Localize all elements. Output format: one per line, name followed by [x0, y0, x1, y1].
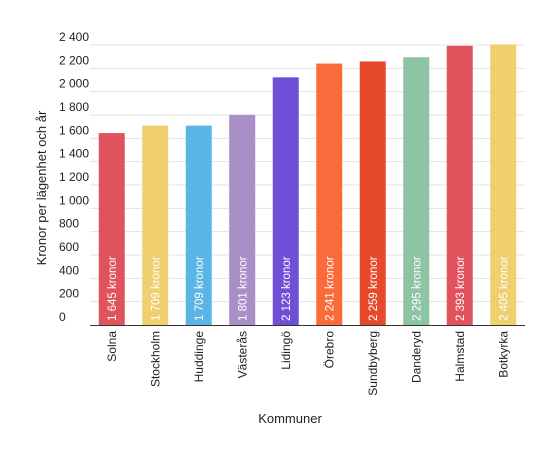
x-tick-label: Sundbyberg: [366, 331, 380, 396]
y-tick-label: 800: [59, 217, 79, 231]
x-axis-title: Kommuner: [258, 411, 322, 426]
y-tick-label: 1 400: [59, 147, 89, 161]
x-tick-label: Halmstad: [453, 331, 467, 382]
x-tick-label: Lidingö: [279, 331, 293, 370]
bar-botkyrka: [490, 44, 517, 326]
bar-sundbyberg: [359, 61, 386, 325]
x-tick-label: Solna: [105, 331, 119, 362]
y-tick-label: 1 800: [59, 100, 89, 114]
y-tick-label: 1 200: [59, 170, 89, 184]
data-label: 1 709 kronor: [150, 256, 162, 321]
y-tick-label: 2 000: [59, 77, 89, 91]
bar-stockholm: [142, 125, 169, 325]
bar-lidingö: [272, 77, 299, 325]
data-labels: 1 645 kronor 1 709 kronor 1 709 kronor 1 80…: [107, 256, 511, 321]
bar-örebro: [316, 63, 343, 326]
x-tick-label: Örebro: [322, 331, 336, 369]
y-tick-label: 2 200: [59, 53, 89, 67]
data-label: 2 393 kronor: [455, 256, 467, 321]
data-label: 2 123 kronor: [281, 256, 293, 321]
y-tick-label: 1 600: [59, 123, 89, 137]
data-label: 2 295 kronor: [411, 256, 423, 321]
bar-danderyd: [403, 57, 430, 325]
y-tick-label: 0: [59, 310, 66, 324]
bar-västerås: [229, 114, 256, 325]
y-tick-labels: 0 200 400 600 800 1 000 1 200 1 400 1 600 1 800 2 …: [59, 30, 89, 324]
x-tick-label: Huddinge: [192, 331, 206, 383]
y-tick-label: 200: [59, 287, 79, 301]
bar-solna: [98, 133, 125, 325]
bar-halmstad: [446, 45, 473, 326]
bar-huddinge: [185, 125, 212, 325]
data-label: 2 405 kronor: [498, 256, 510, 321]
data-label: 1 645 kronor: [107, 256, 119, 321]
data-label: 2 259 kronor: [368, 256, 380, 321]
y-tick-label: 400: [59, 263, 79, 277]
x-tick-label: Danderyd: [409, 331, 423, 383]
data-label: 1 801 kronor: [237, 256, 249, 321]
x-tick-label: Botkyrka: [496, 331, 510, 378]
y-tick-label: 600: [59, 240, 79, 254]
data-label: 2 241 kronor: [324, 256, 336, 321]
y-tick-label: 2 400: [59, 30, 89, 44]
x-tick-labels: Solna Stockholm Huddinge Västerås Lidingö Öre…: [105, 331, 511, 396]
y-tick-label: 1 000: [59, 193, 89, 207]
bars: [98, 44, 517, 326]
y-axis-title: Kronor per lägenhet och år: [34, 110, 49, 265]
x-tick-label: Stockholm: [148, 331, 162, 387]
x-tick-label: Västerås: [235, 331, 249, 378]
data-label: 1 709 kronor: [194, 256, 206, 321]
